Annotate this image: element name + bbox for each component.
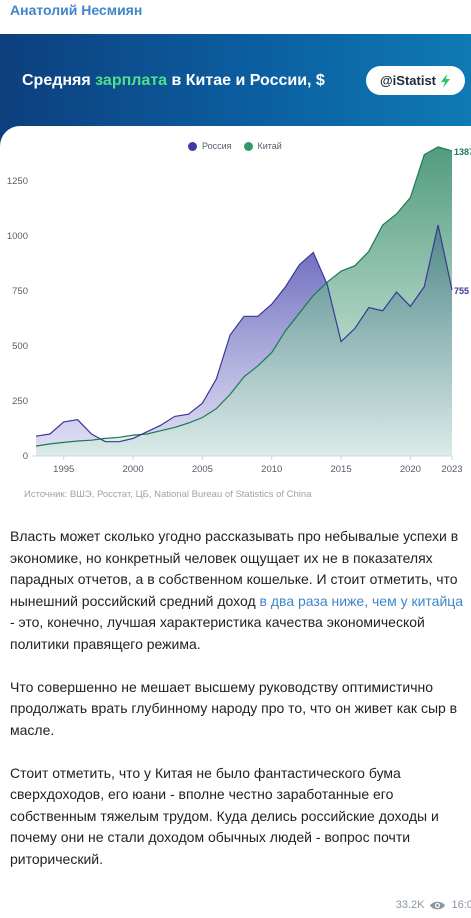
legend-item-russia: Россия bbox=[188, 141, 232, 151]
y-tick-label: 0 bbox=[23, 451, 28, 462]
legend-swatch-china bbox=[243, 141, 253, 151]
paragraph-2: Что совершенно не мешает высшему руковод… bbox=[10, 678, 458, 738]
x-tick-label: 2020 bbox=[400, 464, 421, 475]
post-author[interactable]: Анатолий Несмиян bbox=[10, 2, 143, 18]
post-time: 16:00 bbox=[451, 899, 471, 911]
view-count: 33.2K bbox=[395, 899, 425, 911]
y-tick-label: 750 bbox=[12, 286, 28, 297]
chart-source: Источник: ВШЭ, Росстат, ЦБ, National Bur… bbox=[24, 489, 312, 500]
y-tick-label: 1250 bbox=[7, 176, 28, 187]
title-part-2: в Китае и России, $ bbox=[167, 72, 325, 89]
y-tick-label: 1000 bbox=[7, 231, 28, 242]
brand-badge: @iStatist bbox=[366, 66, 465, 95]
paragraph-3: Стоит отметить, что у Китая не было фант… bbox=[10, 764, 439, 867]
x-tick-label: 1995 bbox=[53, 464, 74, 475]
series-russia-line bbox=[35, 224, 453, 443]
paragraph-1-text-b: - это, конечно, лучшая характеристика ка… bbox=[10, 614, 425, 652]
post-meta: 33.2K 16:00 bbox=[396, 899, 471, 911]
legend-swatch-russia bbox=[188, 141, 197, 151]
x-tick-label: 2005 bbox=[192, 464, 213, 475]
legend-label-russia: Россия bbox=[202, 141, 232, 151]
y-tick-label: 250 bbox=[12, 396, 28, 407]
title-part-1: Средняя bbox=[22, 72, 96, 89]
chart-legend: Россия Китай bbox=[188, 141, 282, 151]
highlighted-link[interactable]: в два раза ниже, чем у китайца bbox=[259, 592, 464, 609]
x-tick-label: 2010 bbox=[261, 464, 282, 475]
x-tick-label: 2000 bbox=[122, 464, 143, 475]
title-highlight: зарплата bbox=[95, 72, 168, 89]
post-text: Власть может сколько угодно рассказывать… bbox=[10, 526, 466, 892]
chart-title: Средняя зарплата в Китае и России, $ bbox=[22, 72, 325, 90]
series-china-area bbox=[36, 146, 452, 456]
series-china-line bbox=[35, 146, 453, 447]
end-label-russia: 755 bbox=[454, 286, 469, 296]
area-chart: 0 250 500 750 1000 1250 1995 2000 2005 2010 2015 20… bbox=[7, 146, 471, 475]
paragraph-1-text-a: Власть может сколько угодно рассказывать… bbox=[10, 528, 459, 609]
x-tick-label: 2015 bbox=[330, 464, 351, 475]
y-tick-label: 500 bbox=[12, 341, 28, 352]
eye-icon bbox=[430, 901, 446, 909]
lightning-icon bbox=[441, 73, 451, 88]
brand-name: @iStatist bbox=[379, 73, 437, 88]
x-tick-label: 2023 bbox=[441, 464, 462, 475]
legend-label-china: Китай bbox=[257, 141, 282, 151]
legend-item-china: Китай bbox=[243, 141, 282, 151]
paragraph-1: Власть может сколько угодно рассказывать… bbox=[10, 526, 466, 655]
